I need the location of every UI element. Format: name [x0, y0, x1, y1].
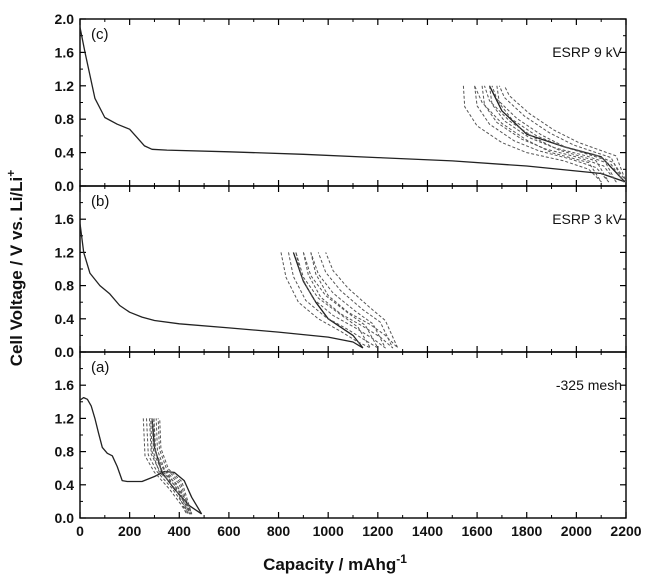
panel-a: 0.0 0.4 0.8 1.2 1.6 (a) -325 mesh [55, 351, 627, 526]
panel-frame [79, 18, 627, 187]
x-tick-label: 800 [267, 523, 291, 539]
y-tick-label: 1.6 [55, 377, 75, 393]
y-tick-label: 0.0 [55, 510, 75, 526]
cycle-curve-dashed [310, 252, 399, 349]
x-tick-label: 400 [168, 523, 192, 539]
y-axis-title-superscript: + [4, 170, 18, 177]
y-axis-title: Cell Voltage / V vs. Li/Li+ [4, 170, 26, 367]
panel-tag: (b) [91, 193, 109, 210]
y-tick-label: 1.6 [55, 211, 75, 227]
panel-tag: (a) [91, 359, 109, 376]
cycle-curve-dashed [496, 85, 626, 183]
y-tick-label: 2.0 [55, 11, 75, 27]
panel-frame [79, 351, 627, 519]
first-cycle-curve [80, 223, 364, 349]
panel-data [80, 396, 203, 515]
cycle-curve-dashed [295, 252, 386, 349]
y-tick-label: 0.8 [55, 444, 75, 460]
panel-label: -325 mesh [556, 377, 622, 393]
panel-c: 0.0 0.4 0.8 1.2 1.6 2.0 (c) ESRP 9 kV [55, 11, 627, 194]
x-axis-title-superscript: -1 [396, 552, 407, 566]
y-tick-label: 0.0 [55, 344, 75, 360]
panel-tag: (c) [91, 26, 109, 43]
x-tick-label: 1200 [362, 523, 393, 539]
x-tick-label: 1000 [313, 523, 344, 539]
cycle-curve-dashed [142, 418, 188, 515]
x-axis-title: Capacity / mAhg-1 [263, 552, 407, 574]
y-tick-label: 0.0 [55, 178, 75, 194]
x-tick-label: 1600 [462, 523, 493, 539]
cycle-curve-dashed [489, 85, 624, 183]
panel-b: 0.0 0.4 0.8 1.2 1.6 (b) ESRP 3 kV [55, 185, 627, 360]
x-tick-label: 2000 [561, 523, 592, 539]
y-axis-title-base: Cell Voltage / V vs. Li/Li [7, 177, 26, 367]
cycle-curve-dashed [288, 252, 379, 349]
chart-panels: 0.0 0.4 0.8 1.2 1.6 2.0 (c) ESRP 9 kV 0.0 0.4 0.8 1… [55, 11, 627, 526]
x-tick-label: 1800 [511, 523, 542, 539]
panel-label: ESRP 9 kV [552, 44, 622, 60]
panel-data [80, 27, 626, 183]
x-tick-label: 2200 [610, 523, 641, 539]
panel-label: ESRP 3 kV [552, 211, 622, 227]
cycle-curve-dashed [462, 85, 602, 183]
y-tick-label: 0.4 [55, 311, 75, 327]
panel-frame [79, 185, 627, 353]
y-tick-label: 1.2 [55, 78, 75, 94]
y-tick-label: 0.8 [55, 111, 75, 127]
y-tick-label: 1.2 [55, 410, 75, 426]
first-cycle-curve [80, 396, 203, 515]
y-tick-label: 0.4 [55, 145, 75, 161]
x-tick-label: 0 [76, 523, 84, 539]
cycle-curve-dashed [302, 252, 394, 349]
x-axis-title-base: Capacity / mAhg [263, 555, 396, 574]
y-tick-label: 1.2 [55, 244, 75, 260]
x-axis-tick-labels: 0 200 400 600 800 1000 1200 1400 1600 1800 2000 220… [76, 523, 642, 539]
x-tick-label: 200 [118, 523, 142, 539]
first-cycle-curve [80, 27, 626, 183]
first-cycle-curve [488, 85, 626, 183]
cycle-curve-dashed [153, 418, 193, 515]
y-tick-label: 0.4 [55, 477, 75, 493]
cycle-curve-dashed [149, 418, 191, 515]
cycle-curve-dashed [146, 418, 189, 515]
x-tick-label: 600 [217, 523, 241, 539]
x-tick-label: 1400 [412, 523, 443, 539]
cycle-curve-dashed [280, 252, 371, 349]
cycle-curve-dashed [151, 418, 192, 515]
cycle-curve-dashed [474, 85, 610, 183]
panel-data [80, 223, 399, 349]
y-tick-label: 1.6 [55, 44, 75, 60]
cycle-curve-dashed [481, 85, 617, 183]
first-cycle-curve [292, 252, 364, 349]
y-tick-label: 0.8 [55, 278, 75, 294]
